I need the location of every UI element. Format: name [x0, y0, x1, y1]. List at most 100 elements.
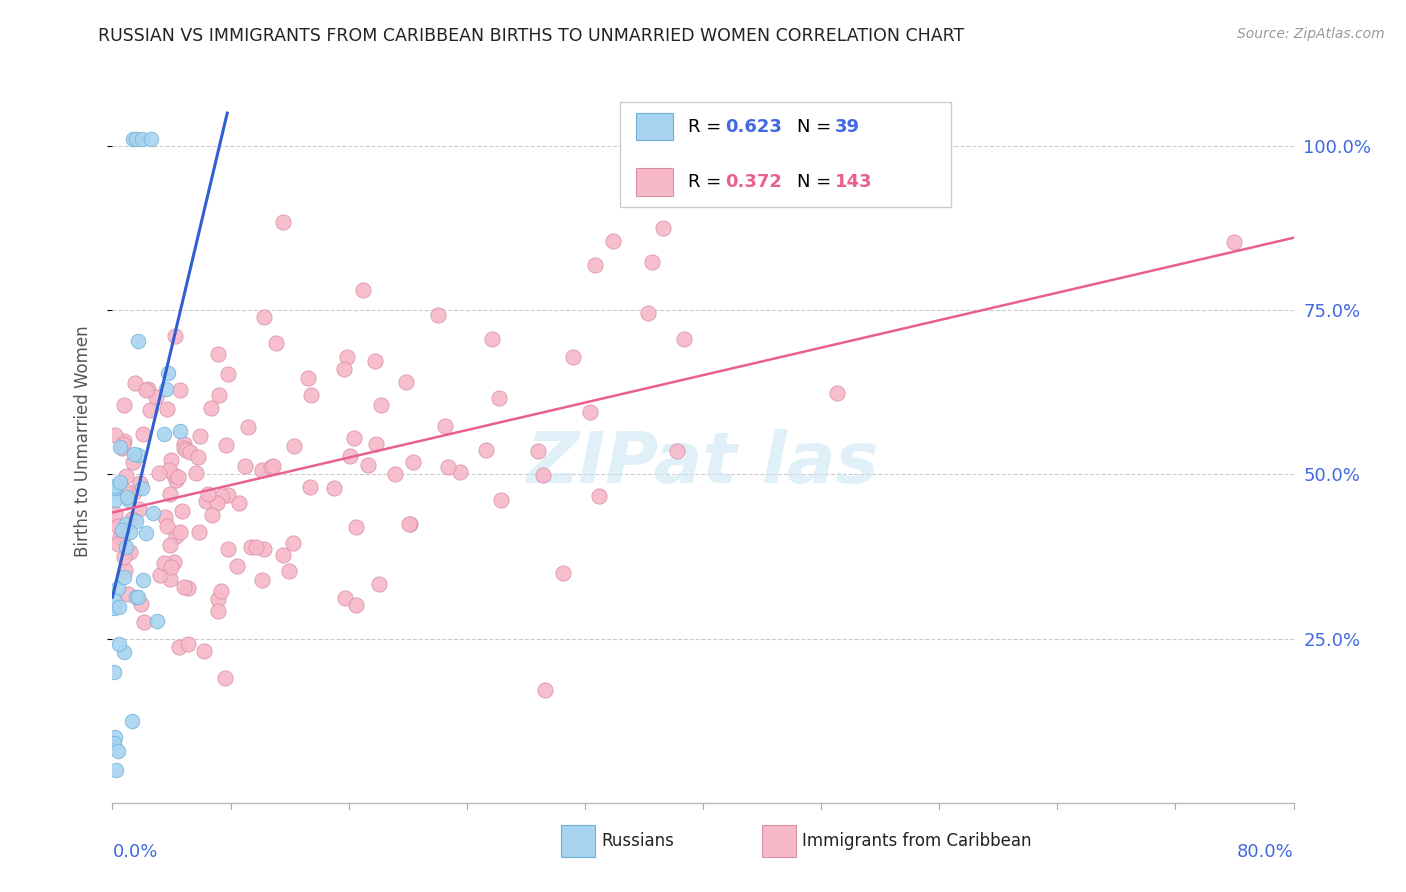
Point	[125, 132, 148, 146]
Point	[127, 591, 149, 605]
Point	[205, 496, 228, 510]
Point	[201, 508, 224, 522]
Point	[260, 460, 283, 475]
Point	[344, 598, 367, 612]
Point	[159, 487, 181, 501]
Point	[217, 542, 239, 557]
Text: R =: R =	[688, 118, 727, 136]
Point	[156, 519, 179, 533]
Point	[336, 350, 359, 364]
Point	[193, 644, 215, 658]
Point	[121, 714, 143, 729]
Point	[176, 443, 198, 458]
Point	[188, 429, 211, 443]
Point	[299, 387, 322, 401]
Point	[146, 615, 169, 629]
Point	[114, 563, 136, 577]
Bar	[636, 169, 673, 196]
Point	[145, 390, 167, 404]
Point	[640, 254, 662, 268]
Point	[165, 529, 187, 543]
Point	[475, 443, 498, 458]
Point	[159, 572, 181, 586]
Point	[169, 424, 191, 438]
Point	[115, 516, 138, 531]
Point	[136, 383, 159, 397]
Point	[169, 525, 191, 540]
Point	[342, 431, 364, 445]
Point	[207, 347, 229, 361]
Point	[122, 132, 145, 146]
Point	[108, 475, 131, 490]
Point	[339, 450, 361, 464]
Point	[277, 564, 299, 578]
Point	[117, 587, 139, 601]
Point	[364, 354, 387, 368]
Point	[114, 484, 136, 499]
Point	[526, 444, 548, 458]
Point	[107, 537, 129, 551]
Point	[124, 485, 146, 500]
Point	[128, 502, 150, 516]
Point	[107, 518, 129, 533]
Text: 143: 143	[835, 173, 873, 191]
Point	[103, 736, 125, 750]
Point	[148, 467, 170, 481]
Point	[112, 549, 135, 564]
Point	[139, 132, 162, 146]
Point	[551, 566, 574, 580]
Point	[103, 601, 125, 615]
Point	[652, 220, 675, 235]
Point	[138, 403, 160, 417]
Point	[112, 434, 135, 449]
Point	[384, 467, 406, 481]
Text: Source: ZipAtlas.com: Source: ZipAtlas.com	[1237, 27, 1385, 41]
Point	[298, 480, 321, 494]
Point	[197, 487, 219, 501]
Point	[271, 215, 294, 229]
Text: Immigrants from Caribbean: Immigrants from Caribbean	[801, 832, 1031, 850]
Point	[114, 541, 136, 555]
Point	[160, 559, 183, 574]
Point	[111, 524, 134, 538]
Point	[200, 401, 222, 416]
Point	[264, 335, 287, 350]
Point	[262, 459, 284, 474]
Point	[173, 437, 195, 451]
Point	[135, 525, 157, 540]
Point	[129, 597, 152, 611]
Text: 39: 39	[835, 118, 860, 136]
Point	[115, 491, 138, 505]
Bar	[762, 825, 796, 857]
Point	[107, 744, 129, 758]
Point	[104, 428, 127, 442]
Point	[395, 376, 418, 390]
Point	[104, 763, 127, 777]
Point	[156, 402, 179, 417]
Point	[103, 665, 125, 679]
Point	[402, 455, 425, 469]
Point	[121, 512, 143, 526]
Text: N =: N =	[797, 173, 838, 191]
Point	[125, 514, 148, 528]
Point	[172, 503, 194, 517]
Point	[207, 591, 229, 606]
FancyBboxPatch shape	[620, 102, 950, 207]
Point	[481, 332, 503, 346]
Point	[240, 540, 263, 554]
Point	[426, 308, 449, 322]
Point	[108, 440, 131, 454]
Point	[111, 533, 134, 547]
Point	[125, 590, 148, 604]
Point	[333, 362, 356, 376]
Point	[163, 555, 186, 569]
Point	[211, 490, 233, 504]
Point	[159, 453, 181, 467]
Point	[352, 283, 374, 297]
Point	[436, 459, 458, 474]
Point	[322, 481, 344, 495]
Point	[108, 636, 131, 650]
Point	[104, 481, 127, 495]
Point	[207, 604, 229, 618]
Point	[281, 535, 304, 549]
